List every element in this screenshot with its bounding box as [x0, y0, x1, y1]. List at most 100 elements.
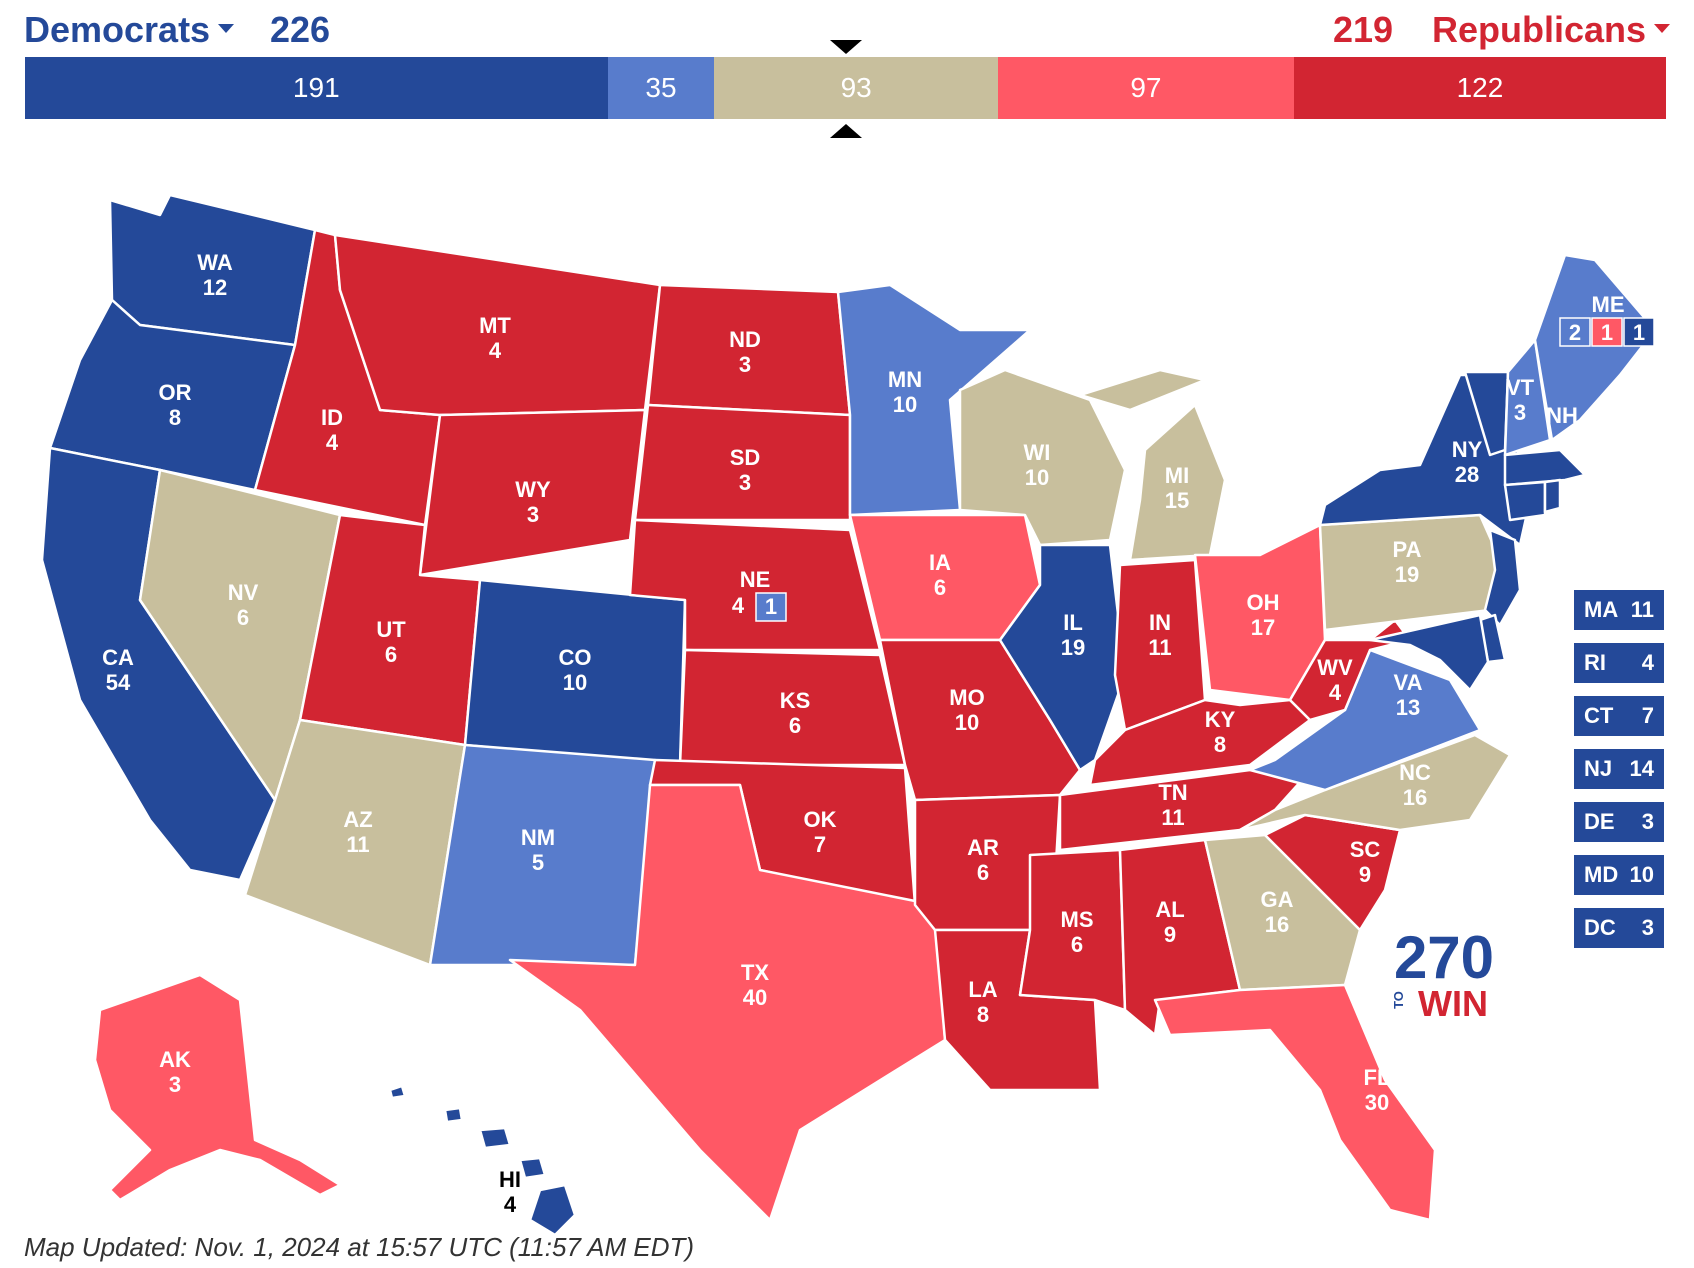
state-ev: 6 [1071, 932, 1083, 957]
republicans-label: Republicans [1432, 9, 1647, 50]
state-label: WV [1317, 655, 1353, 680]
state-label: KS [780, 688, 811, 713]
small-state-label: DC [1584, 915, 1616, 940]
state-ev: 6 [934, 575, 946, 600]
me-statewide-box [1559, 317, 1591, 347]
state-nj[interactable] [1483, 528, 1522, 627]
bar-segment-label: 93 [840, 72, 872, 103]
republicans-total: 219 [1333, 9, 1394, 50]
small-state-de[interactable]: DE 3 [1574, 802, 1664, 842]
state-az[interactable] [243, 718, 467, 967]
state-label: TX [741, 960, 769, 985]
state-ak[interactable] [93, 973, 342, 1202]
state-label: AK [159, 1047, 191, 1072]
state-fl[interactable] [1153, 983, 1437, 1222]
us-electoral-map: WA 12 OR 8 CA 54 NV 6 ID 4 MT 4 WY 3 UT … [40, 193, 1657, 1237]
state-ev: 10 [893, 392, 917, 417]
state-label: VA [1394, 670, 1423, 695]
state-nc[interactable] [1238, 733, 1512, 832]
state-label: NV [228, 580, 259, 605]
state-sc[interactable] [1263, 813, 1402, 932]
state-ev: 3 [739, 352, 751, 377]
state-label: CA [102, 645, 134, 670]
state-label: SC [1350, 837, 1381, 862]
state-mn[interactable] [836, 283, 1032, 517]
state-ct[interactable] [1503, 480, 1547, 522]
state-ri[interactable] [1543, 478, 1562, 514]
state-ev: 28 [1455, 462, 1479, 487]
state-ev: 13 [1396, 695, 1420, 720]
ne-district-ev: 1 [765, 594, 777, 619]
state-label: HI [499, 1167, 521, 1192]
state-label: MS [1061, 907, 1094, 932]
state-label: NH [1546, 403, 1578, 428]
state-tx[interactable] [508, 783, 947, 1222]
state-or[interactable] [48, 298, 297, 492]
state-label: WI [1024, 440, 1051, 465]
state-ev: 6 [789, 713, 801, 738]
state-label: NY [1452, 437, 1483, 462]
map-updated-text: Map Updated: Nov. 1, 2024 at 15:57 UTC (… [24, 1232, 695, 1262]
small-state-md[interactable]: MD 10 [1574, 855, 1664, 895]
state-label: ND [729, 327, 761, 352]
small-state-label: MA [1584, 597, 1619, 622]
logo-to: TO [1391, 991, 1406, 1009]
chevron-down-icon [1654, 23, 1671, 33]
small-state-ev: 3 [1641, 915, 1654, 940]
small-state-label: CT [1584, 703, 1614, 728]
state-label: AR [967, 835, 999, 860]
state-label: ME [1592, 292, 1625, 317]
small-state-ev: 3 [1641, 809, 1654, 834]
state-ga[interactable] [1203, 833, 1362, 992]
state-ev: 11 [1148, 635, 1171, 660]
state-il[interactable] [998, 543, 1127, 772]
state-label: IA [929, 550, 951, 575]
small-state-label: NJ [1584, 756, 1613, 781]
state-wy[interactable] [418, 408, 647, 577]
state-label: IN [1149, 610, 1171, 635]
state-hi[interactable] [388, 1084, 577, 1237]
bar-segment-lean-rep: 97 [998, 57, 1294, 119]
state-ma[interactable] [1503, 448, 1587, 487]
state-ev: 4 [326, 430, 339, 455]
small-state-label: DE [1584, 809, 1615, 834]
small-state-ri[interactable]: RI 4 [1574, 643, 1664, 683]
state-ev: 9 [1359, 862, 1371, 887]
small-state-dc[interactable]: DC 3 [1574, 908, 1664, 948]
state-label: MO [949, 685, 984, 710]
bar-segment-label: 191 [292, 72, 340, 103]
state-ev: 19 [1061, 635, 1085, 660]
state-ev: 4 [504, 1192, 517, 1217]
small-state-ct[interactable]: CT 7 [1574, 696, 1664, 736]
democrats-dropdown[interactable]: Democrats [24, 8, 235, 52]
state-label: MN [888, 367, 922, 392]
electoral-vote-bar: 191 35 93 97 122 [25, 57, 1666, 119]
state-ev: 3 [527, 502, 539, 527]
state-label: OH [1247, 590, 1280, 615]
small-state-ev: 10 [1629, 862, 1654, 887]
state-label: SD [730, 445, 761, 470]
me-statewide-ev: 2 [1569, 320, 1581, 345]
democrats-label: Democrats [24, 9, 211, 50]
republicans-dropdown[interactable]: Republicans [1432, 8, 1671, 52]
state-ev: 11 [346, 832, 369, 857]
state-label: WA [197, 250, 233, 275]
state-ev: 5 [532, 850, 544, 875]
ne-district-box [755, 592, 787, 622]
state-ev: 8 [977, 1002, 989, 1027]
state-wi[interactable] [958, 368, 1127, 547]
state-md[interactable] [1368, 613, 1490, 692]
small-state-ev: 4 [1641, 650, 1654, 675]
bar-segment-solid-dem: 191 [25, 57, 608, 119]
state-ev: 12 [203, 275, 227, 300]
chevron-down-icon [218, 23, 235, 33]
state-label: VT [1506, 375, 1535, 400]
state-ev: 16 [1265, 912, 1289, 937]
state-label: PA [1393, 537, 1422, 562]
small-state-ma[interactable]: MA 11 [1574, 590, 1664, 630]
state-ev: 10 [955, 710, 979, 735]
small-state-nj[interactable]: NJ 14 [1574, 749, 1664, 789]
state-me[interactable] [1533, 253, 1657, 442]
state-ev: 40 [743, 985, 767, 1010]
state-label: NM [521, 825, 555, 850]
